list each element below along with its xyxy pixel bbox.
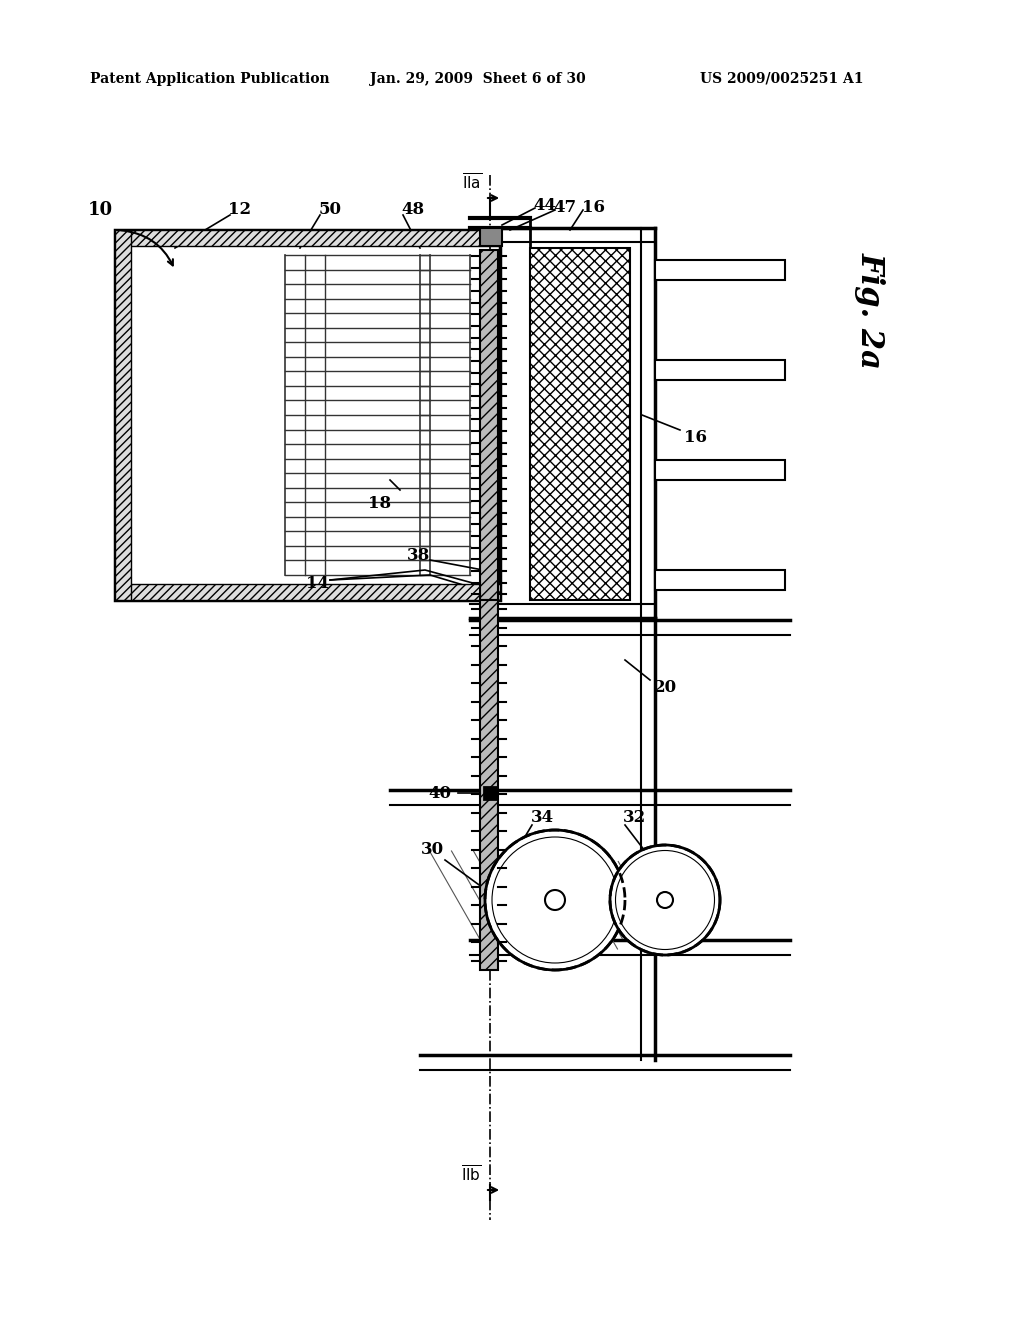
Bar xyxy=(115,583,500,601)
Text: 16: 16 xyxy=(582,198,604,215)
Text: US 2009/0025251 A1: US 2009/0025251 A1 xyxy=(700,73,863,86)
Bar xyxy=(115,230,500,601)
Bar xyxy=(115,230,131,601)
Bar xyxy=(484,787,496,799)
Circle shape xyxy=(545,890,565,909)
Text: 20: 20 xyxy=(653,680,677,697)
Text: 47: 47 xyxy=(553,198,577,215)
Circle shape xyxy=(610,845,720,954)
Text: $\overline{\rm IIb}$: $\overline{\rm IIb}$ xyxy=(462,1164,482,1185)
Bar xyxy=(655,260,785,280)
Bar xyxy=(655,360,785,380)
Text: 10: 10 xyxy=(87,201,113,219)
Bar xyxy=(480,249,498,601)
Bar xyxy=(115,230,500,246)
Text: Jan. 29, 2009  Sheet 6 of 30: Jan. 29, 2009 Sheet 6 of 30 xyxy=(370,73,586,86)
Circle shape xyxy=(657,892,673,908)
Bar xyxy=(480,601,498,970)
Text: 44: 44 xyxy=(534,197,556,214)
Text: Fig. 2a: Fig. 2a xyxy=(854,252,886,368)
Text: 14: 14 xyxy=(306,574,330,591)
Text: 16: 16 xyxy=(683,429,707,446)
Text: 12: 12 xyxy=(228,202,252,219)
Text: 40: 40 xyxy=(428,784,452,801)
Text: $\overline{\rm IIa}$: $\overline{\rm IIa}$ xyxy=(462,173,482,193)
Text: 50: 50 xyxy=(318,202,341,219)
Text: 18: 18 xyxy=(369,495,391,511)
Bar xyxy=(480,228,502,246)
Text: 48: 48 xyxy=(401,202,425,219)
Circle shape xyxy=(485,830,625,970)
Text: Patent Application Publication: Patent Application Publication xyxy=(90,73,330,86)
Text: 38: 38 xyxy=(407,546,430,564)
Bar xyxy=(530,248,630,601)
Text: 34: 34 xyxy=(530,809,554,826)
Text: 32: 32 xyxy=(624,809,646,826)
Bar xyxy=(655,570,785,590)
Bar xyxy=(655,459,785,480)
Text: 30: 30 xyxy=(421,842,443,858)
